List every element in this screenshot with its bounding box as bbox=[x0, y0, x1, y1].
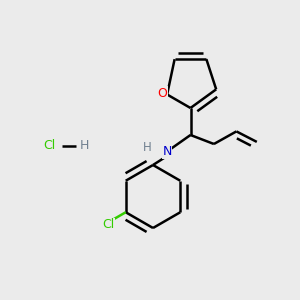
Text: N: N bbox=[162, 145, 172, 158]
Text: H: H bbox=[143, 141, 152, 154]
Text: Cl: Cl bbox=[44, 139, 56, 152]
Text: O: O bbox=[158, 86, 168, 100]
Text: Cl: Cl bbox=[103, 218, 115, 231]
Text: H: H bbox=[80, 139, 90, 152]
